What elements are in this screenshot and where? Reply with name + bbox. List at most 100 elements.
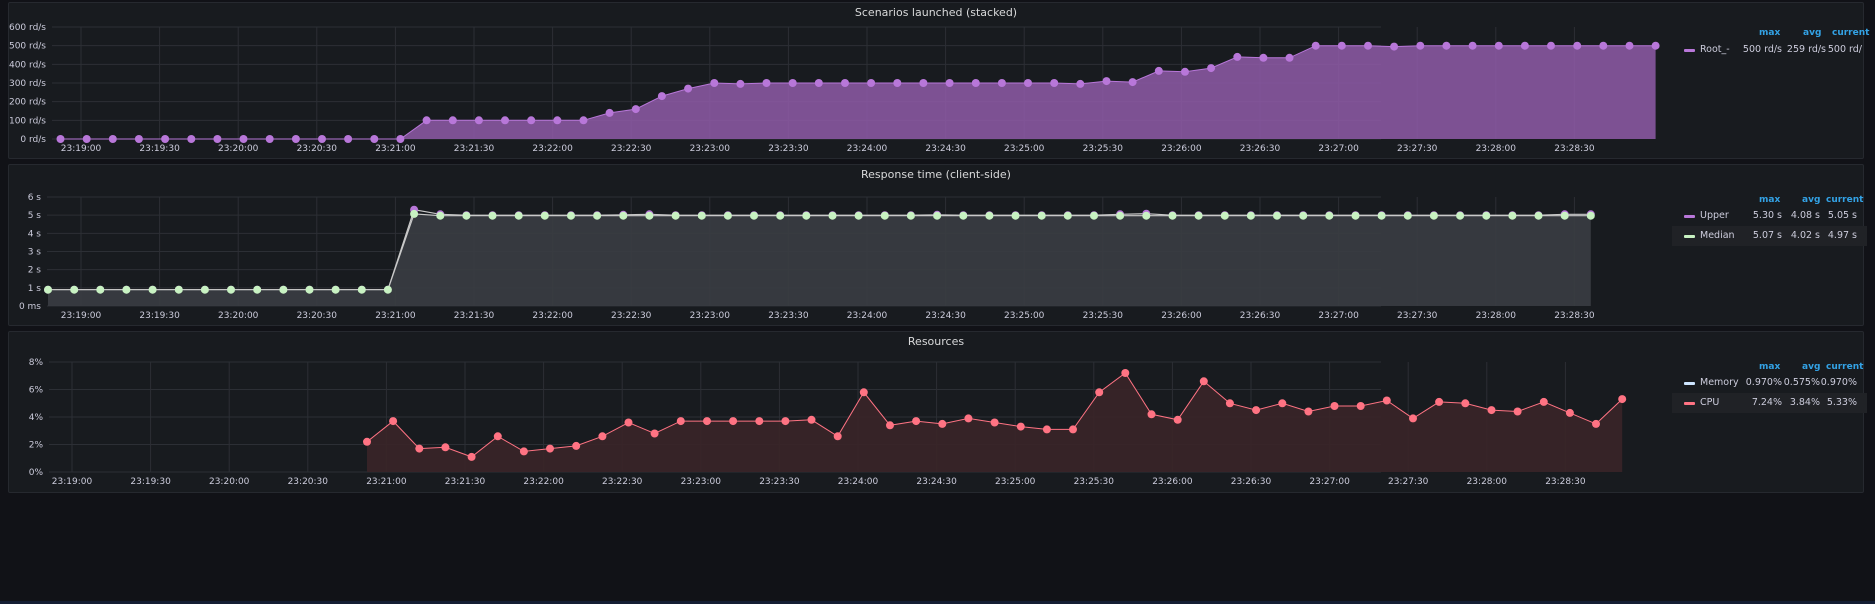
data-point	[1356, 402, 1365, 410]
x-tick-label: 23:20:30	[288, 477, 329, 487]
legend-current: 5.05 s	[1827, 210, 1857, 221]
data-point	[1513, 407, 1522, 416]
legend-current: 5.33%	[1826, 397, 1857, 408]
legend-series-name: CPU	[1700, 397, 1720, 408]
x-tick-label: 23:20:00	[218, 144, 259, 154]
data-point	[501, 116, 509, 125]
data-point	[567, 211, 575, 220]
data-point	[828, 211, 837, 220]
x-tick-label: 23:28:00	[1476, 311, 1517, 321]
data-point	[318, 135, 326, 143]
data-point	[1382, 396, 1391, 405]
data-point	[1416, 41, 1425, 50]
data-point	[1273, 211, 1281, 220]
data-point	[1573, 41, 1582, 50]
data-point	[802, 211, 811, 220]
x-tick-label: 23:19:30	[130, 477, 171, 487]
x-tick-label: 23:22:30	[602, 477, 643, 487]
data-point	[1142, 211, 1151, 220]
response-time-panel: Response time (client-side) 0 ms 1 s 2 s 3 …	[8, 164, 1867, 326]
data-point	[867, 79, 876, 87]
data-point	[598, 432, 607, 441]
legend-item-upper[interactable]: Upper 5.30 s 4.08 s 5.05 s	[1672, 206, 1867, 226]
data-point	[1351, 211, 1360, 220]
data-point	[781, 417, 790, 426]
legend-series-name: Root_-	[1700, 44, 1730, 55]
legend-series-name: Median	[1700, 230, 1735, 241]
data-point	[1586, 211, 1595, 220]
data-point	[1207, 64, 1216, 73]
data-point	[383, 285, 392, 294]
data-point	[906, 211, 915, 220]
x-tick-label: 23:28:30	[1554, 144, 1595, 154]
data-point	[344, 135, 353, 143]
legend-avg: 259 rd/s	[1786, 44, 1826, 55]
data-point	[527, 116, 536, 125]
data-point	[971, 79, 980, 87]
legend-header-current: current	[1832, 28, 1870, 38]
scenarios-chart: 0 rd/s 100 rd/s 200 rd/s 300 rd/s 400 rd/s 50…	[9, 23, 1660, 154]
data-point	[886, 421, 894, 430]
series-swatch	[1684, 49, 1695, 52]
data-point	[1560, 211, 1569, 220]
data-point	[1599, 41, 1608, 50]
legend-header-max: max	[1759, 28, 1781, 38]
series-line	[48, 213, 1591, 291]
data-point	[1299, 211, 1308, 220]
data-point	[671, 211, 680, 220]
x-tick-label: 23:24:30	[925, 144, 966, 154]
panel-title[interactable]: Response time (client-side)	[861, 168, 1011, 181]
data-point	[919, 79, 928, 87]
x-tick-label: 23:19:00	[61, 311, 102, 321]
data-point	[1565, 408, 1574, 417]
x-tick-label: 23:19:00	[61, 144, 102, 154]
data-point	[82, 135, 91, 143]
legend-max: 0.970%	[1745, 377, 1782, 388]
y-tick-label: 0 rd/s	[20, 135, 46, 145]
x-tick-label: 23:27:00	[1318, 144, 1359, 154]
data-point	[1199, 377, 1208, 386]
data-point	[493, 432, 502, 441]
legend-item-cpu[interactable]: CPU 7.24% 3.84% 5.33%	[1672, 393, 1867, 413]
series-swatch	[1684, 382, 1695, 385]
x-tick-label: 23:19:00	[52, 477, 93, 487]
response-time-chart: 0 ms 1 s 2 s 3 s 4 s 5 s 6 s 23:19:00 23:19:30 23…	[19, 193, 1595, 321]
data-point	[624, 418, 633, 427]
resources-panel: Resources 0% 2% 4% 6% 8% 23:19:00 23:19:30 23:2…	[8, 331, 1867, 493]
data-point	[1618, 395, 1627, 404]
legend-item-root[interactable]: Root_- 500 rd/s 259 rd/s 500 rd/	[1672, 40, 1867, 60]
y-tick-label: 0 ms	[19, 302, 41, 312]
data-point	[519, 447, 528, 456]
legend-item-median[interactable]: Median 5.07 s 4.02 s 4.97 s	[1672, 226, 1867, 246]
y-tick-label: 6%	[29, 386, 44, 396]
response-time-legend: max avg current Upper 5.30 s 4.08 s 5.05…	[1672, 195, 1867, 255]
x-tick-label: 23:21:30	[445, 477, 486, 487]
legend-header-max: max	[1759, 195, 1781, 205]
data-point	[441, 443, 450, 452]
data-point	[645, 211, 654, 220]
legend-header-avg: avg	[1802, 362, 1821, 372]
x-tick-label: 23:21:00	[375, 311, 416, 321]
data-point	[1377, 211, 1386, 220]
data-point	[546, 444, 554, 453]
legend-item-memory[interactable]: Memory 0.970% 0.575% 0.970%	[1672, 373, 1867, 393]
data-point	[572, 441, 581, 450]
data-point	[1456, 211, 1465, 220]
x-tick-label: 23:20:00	[209, 477, 250, 487]
data-point	[396, 135, 405, 143]
data-point	[1181, 67, 1189, 76]
x-tick-label: 23:24:00	[838, 477, 879, 487]
data-point	[1461, 399, 1470, 408]
data-point	[540, 211, 549, 220]
panel-title[interactable]: Resources	[907, 335, 965, 348]
data-point	[488, 211, 497, 220]
data-point	[736, 79, 745, 88]
x-tick-label: 23:27:30	[1397, 144, 1438, 154]
legend-header-current: current	[1826, 195, 1864, 205]
x-tick-label: 23:24:00	[847, 144, 888, 154]
x-tick-label: 23:25:30	[1083, 311, 1124, 321]
x-tick-label: 23:28:30	[1554, 311, 1595, 321]
panel-title[interactable]: Scenarios launched (stacked)	[854, 6, 1018, 19]
data-point	[997, 79, 1006, 87]
data-point	[964, 414, 973, 423]
